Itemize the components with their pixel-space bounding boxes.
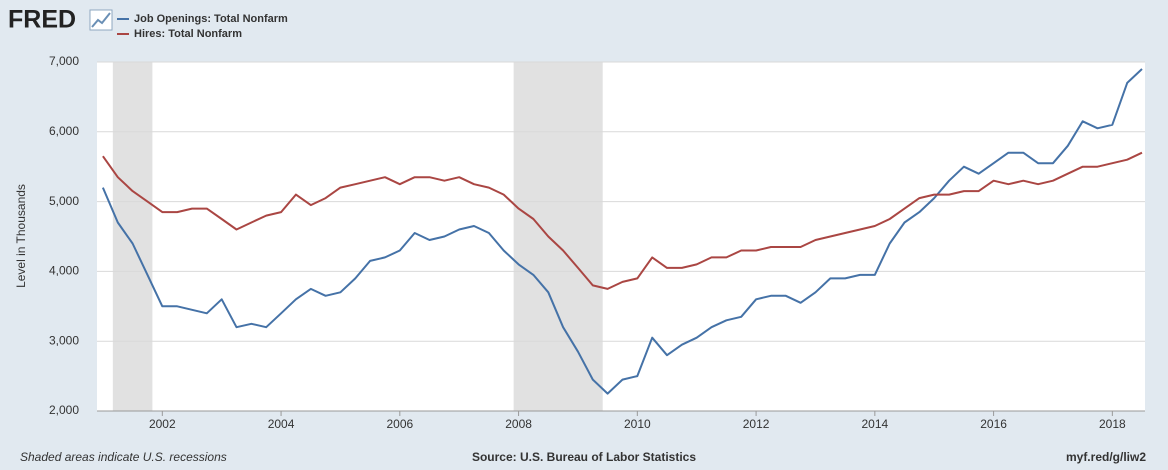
y-tick-label: 4,000 bbox=[49, 264, 79, 278]
legend-label: Job Openings: Total Nonfarm bbox=[134, 13, 288, 25]
plot-area bbox=[97, 62, 1145, 411]
series-line bbox=[101, 68, 1143, 395]
brand-icon bbox=[89, 9, 113, 31]
x-tick-label: 2014 bbox=[861, 417, 888, 431]
series-line bbox=[102, 151, 1143, 290]
y-tick-label: 6,000 bbox=[49, 124, 79, 138]
brand-logo: FRED bbox=[8, 6, 76, 34]
y-tick-label: 5,000 bbox=[49, 194, 79, 208]
link: myf.red/g/liw2 bbox=[1066, 450, 1146, 464]
source: Source: U.S. Bureau of Labor Statistics bbox=[472, 450, 696, 464]
legend-label: Hires: Total Nonfarm bbox=[134, 28, 242, 40]
x-tick-label: 2004 bbox=[268, 417, 295, 431]
x-tick-label: 2008 bbox=[505, 417, 532, 431]
x-tick-label: 2002 bbox=[149, 417, 176, 431]
y-axis-label: Level in Thousands bbox=[14, 184, 28, 288]
footnote: Shaded areas indicate U.S. recessions bbox=[20, 450, 227, 464]
y-tick-label: 3,000 bbox=[49, 333, 79, 347]
x-tick-label: 2006 bbox=[386, 417, 413, 431]
y-tick-label: 7,000 bbox=[49, 54, 79, 68]
recession-band bbox=[112, 62, 153, 411]
x-tick-label: 2018 bbox=[1099, 417, 1126, 431]
x-tick-label: 2010 bbox=[624, 417, 651, 431]
x-tick-label: 2012 bbox=[743, 417, 770, 431]
x-tick-label: 2016 bbox=[980, 417, 1007, 431]
recession-band bbox=[513, 62, 603, 411]
y-tick-label: 2,000 bbox=[49, 403, 79, 417]
